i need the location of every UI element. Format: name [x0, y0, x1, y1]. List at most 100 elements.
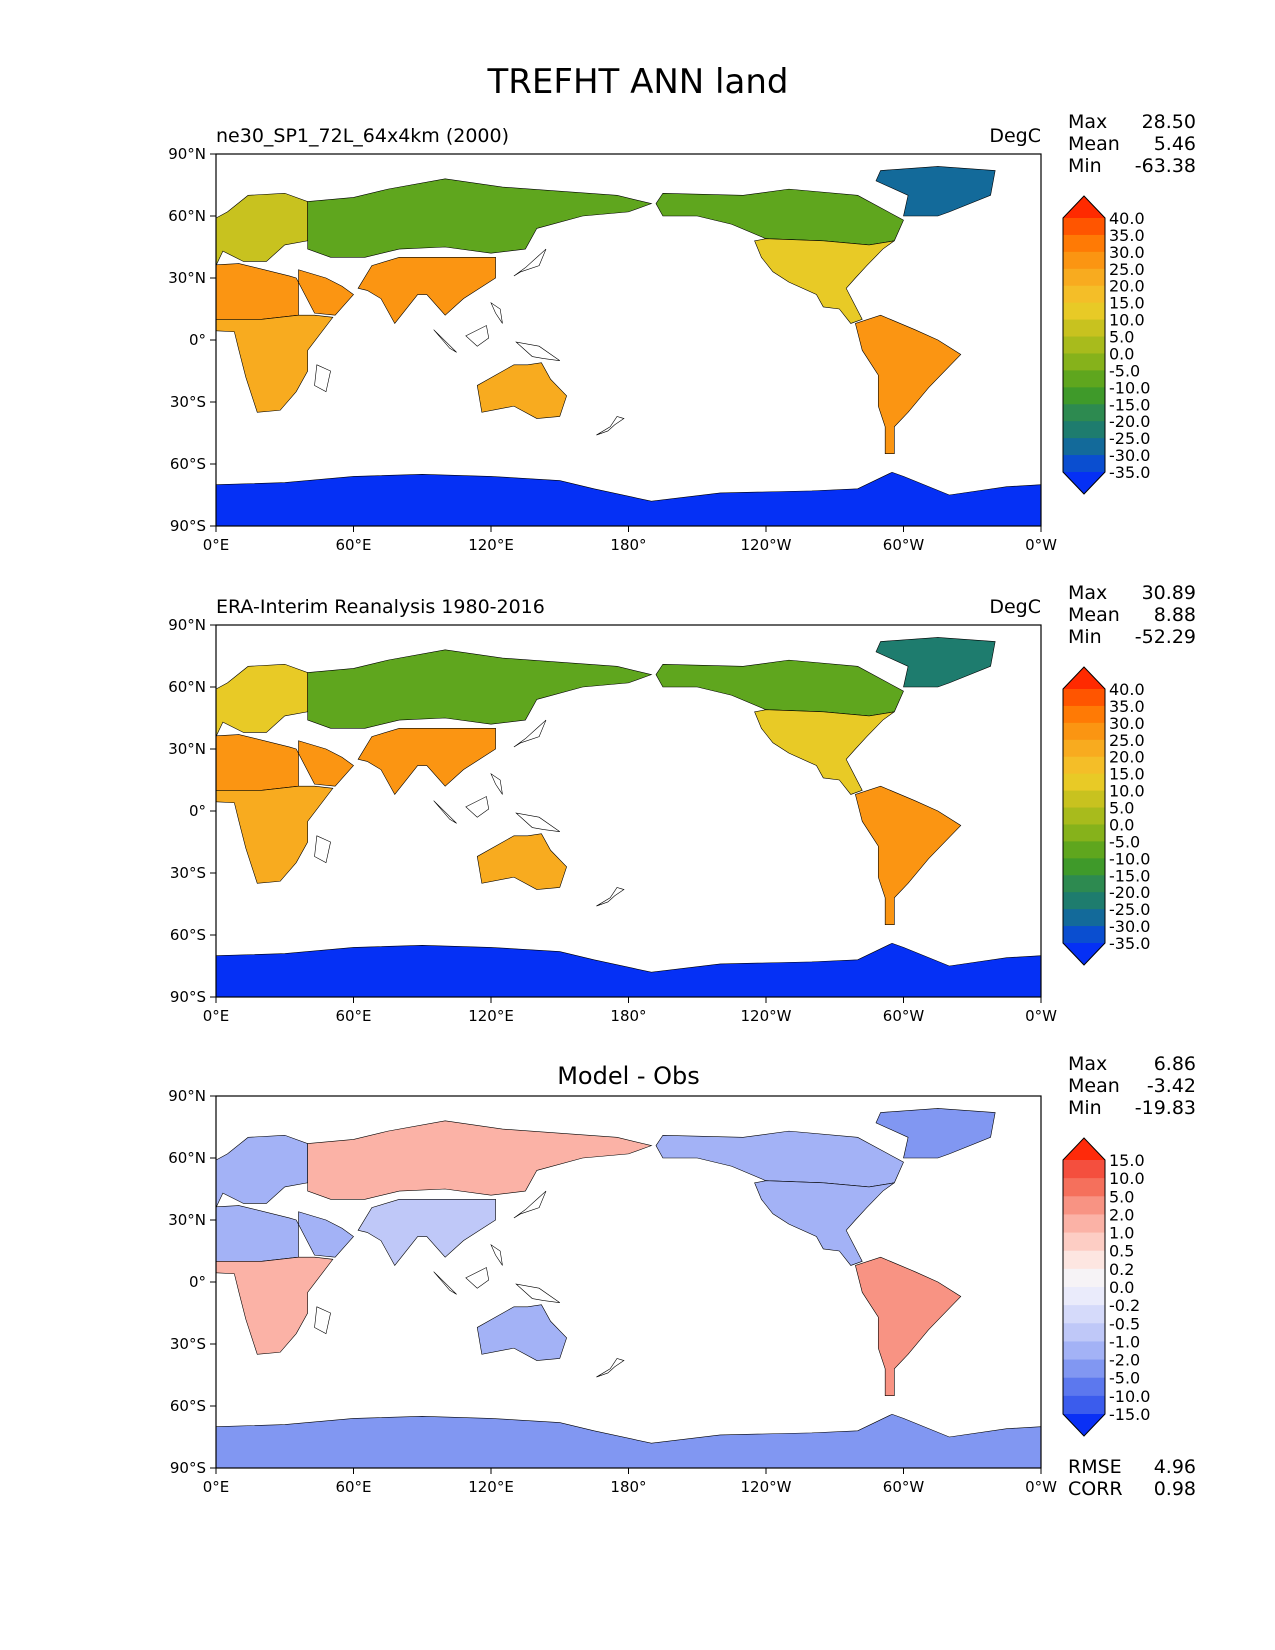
colorbar-segment	[1063, 807, 1105, 825]
y-tick-label: 60°S	[170, 1397, 206, 1415]
y-tick-label: 60°N	[168, 207, 206, 225]
region-amazon	[855, 314, 962, 454]
region-india	[357, 1199, 496, 1267]
colorbar-segment	[1063, 1377, 1105, 1397]
stat-value-mean: 8.88	[1154, 604, 1196, 626]
region-antarctica	[216, 942, 1041, 997]
stat-label-min: Min	[1068, 155, 1102, 177]
colorbar-tick-label: 5.0	[1109, 328, 1134, 347]
colorbar-tick-label: -10.0	[1109, 849, 1150, 868]
land-field	[216, 637, 1041, 997]
colorbar-tick-label: 10.0	[1109, 782, 1145, 801]
colorbar-segment	[1063, 234, 1105, 253]
coastline-island	[515, 341, 560, 361]
y-tick-label: 30°N	[168, 269, 206, 287]
y-tick-label: 90°S	[170, 988, 206, 1006]
region-antarctica	[216, 1413, 1041, 1468]
x-tick-label: 180°	[610, 536, 646, 554]
x-tick-label: 180°	[610, 1007, 646, 1025]
colorbar-tick-label: -35.0	[1109, 934, 1150, 953]
colorbar-segment	[1063, 404, 1105, 422]
land-field	[216, 166, 1041, 526]
colorbar-segment	[1063, 1178, 1105, 1197]
colorbar-tick-label: 30.0	[1109, 243, 1145, 262]
colorbar-segment	[1063, 824, 1105, 842]
colorbar-segment	[1063, 370, 1105, 388]
colorbar-segment	[1063, 1359, 1105, 1379]
y-tick-label: 30°S	[170, 1335, 206, 1353]
coastline-island	[314, 835, 331, 864]
x-tick-label: 120°W	[741, 536, 792, 554]
x-tick-label: 0°E	[203, 1478, 230, 1496]
y-tick-label: 30°S	[170, 864, 206, 882]
colorbar-segment	[1063, 875, 1105, 893]
colorbar-segment	[1063, 1268, 1105, 1288]
colorbar-segment	[1063, 302, 1105, 321]
colorbar-tick-label: 40.0	[1109, 680, 1145, 699]
colorbar-segment	[1063, 1160, 1105, 1179]
y-tick-label: 90°S	[170, 1459, 206, 1477]
coastline-island	[433, 329, 457, 353]
colorbar-tick-label: 30.0	[1109, 714, 1145, 733]
y-tick-label: 30°N	[168, 1211, 206, 1229]
colorbar-segment	[1063, 387, 1105, 405]
colorbar-tick-label: 0.0	[1109, 344, 1134, 363]
y-tick-label: 30°N	[168, 740, 206, 758]
panel-reference: ERA-Interim Reanalysis 1980-2016 DegC Max 3…	[168, 582, 1196, 1025]
colorbar-tick-label: -1.0	[1109, 1332, 1140, 1351]
panel-left-title: ne30_SP1_72L_64x4km (2000)	[216, 125, 509, 147]
stat-label-max: Max	[1068, 582, 1107, 604]
colorbar-outline	[1062, 666, 1106, 966]
coastline-island	[513, 248, 547, 277]
stat-label-mean: Mean	[1068, 133, 1120, 155]
stat-label-max: Max	[1068, 1053, 1107, 1075]
x-tick-label: 180°	[610, 1478, 646, 1496]
stat-value-min: -19.83	[1135, 1097, 1196, 1119]
land-field	[216, 1108, 1041, 1468]
y-tick-label: 0°	[189, 1273, 206, 1291]
region-greenland	[875, 637, 996, 688]
panels: ne30_SP1_72L_64x4km (2000) DegC Max 28.50 Me…	[168, 111, 1196, 1500]
coastline-island	[513, 1190, 547, 1219]
x-tick-label: 120°E	[468, 536, 514, 554]
region-usa	[754, 238, 895, 324]
colorbar-tick-label: -20.0	[1109, 883, 1150, 902]
colorbar: 40.035.030.025.020.015.010.05.00.0-5.0-1…	[1062, 195, 1150, 495]
stat-label-mean: Mean	[1068, 1075, 1120, 1097]
colorbar-segment	[1063, 926, 1105, 944]
y-tick-label: 60°S	[170, 926, 206, 944]
coastline-island	[433, 800, 457, 824]
colorbar-segment	[1063, 455, 1105, 473]
region-europe	[216, 663, 308, 737]
colorbar-tick-label: 35.0	[1109, 697, 1145, 716]
colorbar-segment	[1063, 705, 1105, 724]
colorbar-segment	[1063, 756, 1105, 775]
region-central-africa	[216, 314, 334, 413]
stat-value-max: 28.50	[1142, 111, 1196, 133]
region-australia	[476, 1304, 567, 1361]
colorbar-segment	[1063, 1250, 1105, 1270]
coastline-island	[490, 301, 503, 324]
colorbar-tick-label: -5.0	[1109, 1369, 1140, 1388]
figure-title: TREFHT ANN land	[487, 62, 789, 102]
x-tick-label: 120°E	[468, 1478, 514, 1496]
coastline-island	[490, 772, 503, 795]
stat-label-rmse: RMSE	[1068, 1456, 1122, 1478]
colorbar-tick-label: 15.0	[1109, 294, 1145, 313]
colorbar-segment	[1063, 841, 1105, 859]
coastline-island	[596, 416, 625, 436]
coastline-island	[513, 719, 547, 748]
colorbar-extend-bottom	[1063, 943, 1105, 965]
coastline-island	[596, 1358, 625, 1378]
region-siberia	[307, 1120, 653, 1200]
colorbar-segment	[1063, 790, 1105, 809]
colorbar-tick-label: -30.0	[1109, 446, 1150, 465]
panel-difference: Model - Obs Max 6.86 Mean -3.42 Min -19.83 RMSE…	[168, 1053, 1196, 1500]
colorbar-segment	[1063, 218, 1105, 236]
panel-left-title: ERA-Interim Reanalysis 1980-2016	[216, 596, 545, 618]
coastline-island	[596, 887, 625, 907]
x-tick-label: 120°E	[468, 1007, 514, 1025]
y-tick-label: 60°N	[168, 678, 206, 696]
colorbar-segment	[1063, 909, 1105, 927]
x-tick-label: 0°E	[203, 1007, 230, 1025]
